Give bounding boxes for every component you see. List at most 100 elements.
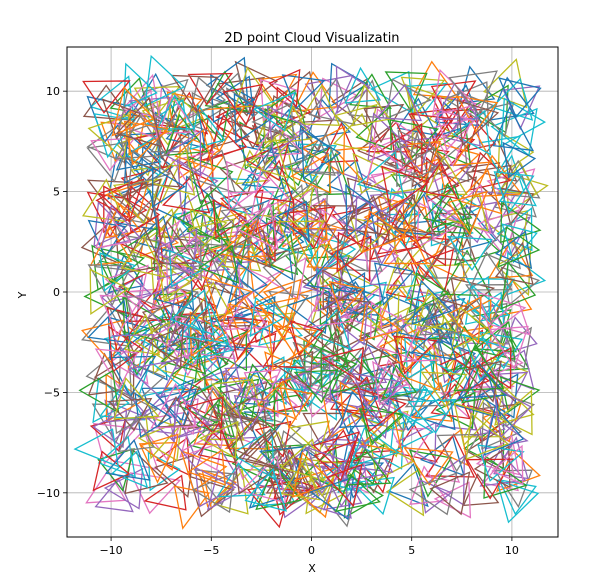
- point-marker: [426, 263, 473, 300]
- point-marker: [332, 301, 369, 346]
- point-marker: [481, 339, 524, 381]
- point-marker: [213, 344, 255, 385]
- point-marker: [222, 83, 264, 126]
- point-marker: [161, 171, 211, 214]
- point-marker: [164, 113, 209, 157]
- point-marker: [355, 389, 393, 440]
- point-marker: [276, 86, 312, 126]
- point-marker: [280, 458, 321, 501]
- point-marker: [415, 288, 457, 335]
- point-marker: [410, 322, 457, 361]
- point-marker: [296, 124, 330, 162]
- point-marker: [407, 398, 457, 434]
- point-marker: [355, 195, 392, 231]
- point-marker: [234, 149, 270, 185]
- point-marker: [431, 326, 468, 369]
- point-marker: [123, 120, 169, 166]
- point-marker: [494, 241, 534, 285]
- point-marker: [419, 435, 465, 477]
- point-marker: [429, 176, 478, 220]
- point-marker: [305, 446, 347, 488]
- point-marker: [108, 325, 144, 373]
- point-marker: [419, 161, 459, 200]
- point-marker: [495, 479, 540, 524]
- point-marker: [448, 70, 498, 116]
- x-axis-label: X: [308, 562, 316, 575]
- point-marker: [393, 335, 438, 375]
- point-marker: [415, 248, 455, 293]
- point-marker: [219, 203, 265, 244]
- point-marker: [187, 155, 234, 205]
- point-marker: [78, 369, 120, 414]
- point-marker: [219, 219, 268, 266]
- point-marker: [453, 220, 501, 266]
- point-marker: [344, 66, 382, 104]
- point-marker: [280, 438, 325, 482]
- point-marker: [321, 333, 354, 370]
- point-marker: [472, 320, 516, 361]
- y-tick-label: 5: [53, 186, 60, 199]
- point-marker: [408, 272, 450, 314]
- point-marker: [115, 214, 164, 264]
- point-marker: [290, 227, 337, 272]
- point-marker: [106, 306, 144, 353]
- point-marker: [293, 369, 339, 404]
- x-tick-label: 0: [308, 544, 315, 557]
- point-marker: [432, 296, 470, 341]
- point-marker: [81, 178, 126, 223]
- point-marker: [150, 118, 188, 153]
- point-marker: [168, 249, 211, 288]
- point-marker: [302, 305, 340, 354]
- point-marker: [400, 76, 446, 115]
- point-marker: [123, 156, 158, 201]
- point-marker: [103, 467, 144, 510]
- point-marker: [204, 276, 254, 322]
- point-marker: [243, 369, 282, 414]
- point-marker: [411, 381, 453, 422]
- point-marker: [312, 308, 352, 351]
- point-marker: [201, 469, 237, 510]
- point-marker: [237, 363, 285, 412]
- point-marker: [343, 300, 382, 341]
- point-marker: [198, 105, 246, 153]
- point-marker: [356, 387, 407, 433]
- point-marker: [97, 435, 136, 478]
- point-marker: [465, 164, 512, 208]
- point-marker: [312, 204, 358, 245]
- point-marker: [446, 235, 493, 272]
- point-marker: [418, 354, 463, 401]
- point-marker: [224, 364, 273, 402]
- point-marker: [408, 449, 453, 498]
- point-marker: [281, 74, 326, 110]
- point-marker: [440, 384, 483, 420]
- point-marker: [427, 215, 472, 257]
- point-marker: [397, 300, 444, 344]
- point-marker: [189, 104, 226, 150]
- point-marker: [101, 98, 142, 140]
- point-marker: [123, 62, 158, 108]
- point-marker: [238, 144, 281, 182]
- point-marker: [479, 101, 515, 138]
- point-marker: [198, 244, 240, 284]
- point-marker: [491, 444, 524, 486]
- point-marker: [257, 73, 298, 110]
- chart-title: 2D point Cloud Visualizatin: [224, 31, 399, 46]
- y-tick-label: 0: [53, 286, 60, 299]
- point-marker: [482, 221, 521, 270]
- point-marker: [376, 83, 423, 122]
- point-marker: [240, 455, 287, 504]
- point-marker: [336, 231, 370, 273]
- point-marker: [404, 258, 446, 302]
- point-marker: [403, 447, 454, 486]
- point-marker: [385, 468, 425, 517]
- point-marker: [108, 397, 153, 432]
- point-marker: [111, 334, 155, 378]
- point-marker: [336, 170, 372, 211]
- point-marker: [225, 229, 272, 269]
- point-marker: [435, 219, 477, 262]
- point-marker: [186, 448, 226, 486]
- point-marker: [348, 454, 392, 494]
- point-marker: [488, 76, 535, 121]
- point-marker: [315, 265, 353, 312]
- point-marker: [343, 473, 384, 519]
